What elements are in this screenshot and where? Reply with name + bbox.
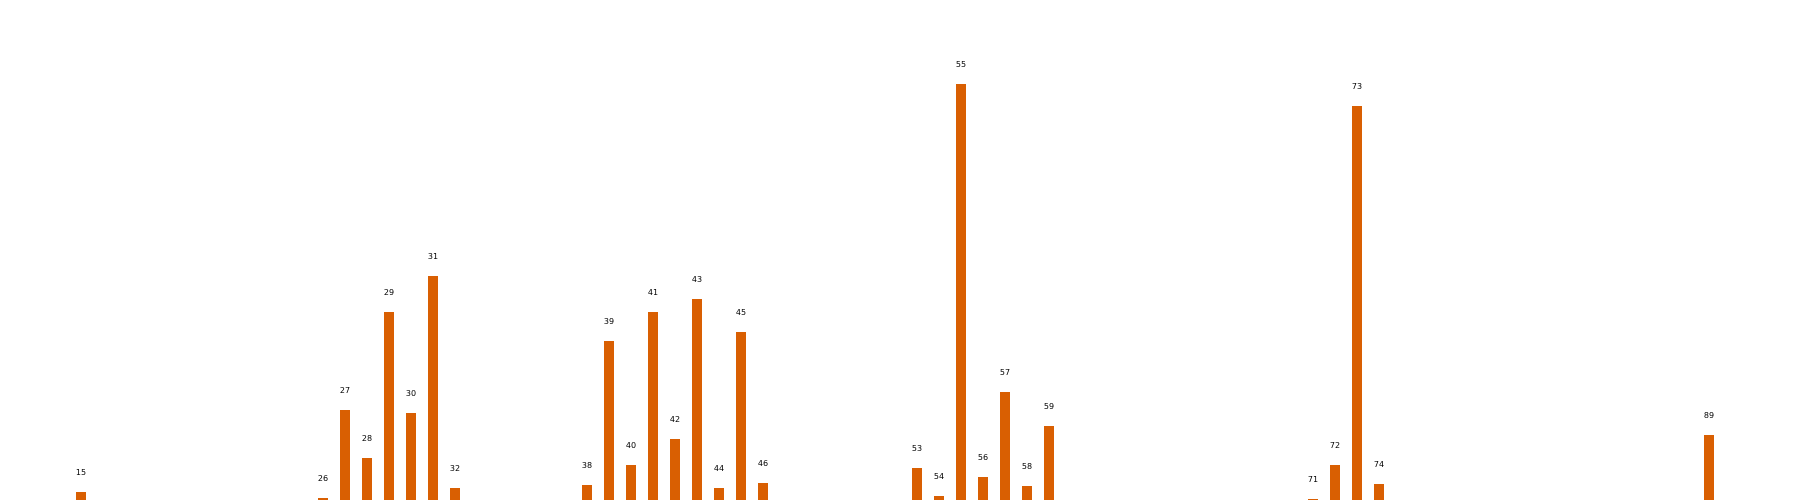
bars-group bbox=[76, 84, 1714, 500]
bar-28 bbox=[362, 458, 372, 500]
bar-label-26: 26 bbox=[318, 474, 328, 483]
bar-56 bbox=[978, 477, 988, 500]
bar-label-43: 43 bbox=[692, 275, 702, 284]
bar-label-28: 28 bbox=[362, 434, 372, 443]
bar-label-32: 32 bbox=[450, 464, 460, 473]
bar-53 bbox=[912, 468, 922, 500]
bar-label-74: 74 bbox=[1374, 460, 1384, 469]
bar-55 bbox=[956, 84, 966, 500]
bar-label-59: 59 bbox=[1044, 402, 1054, 411]
bar-label-46: 46 bbox=[758, 459, 768, 468]
bar-29 bbox=[384, 312, 394, 500]
bar-57 bbox=[1000, 392, 1010, 500]
bar-label-53: 53 bbox=[912, 444, 922, 453]
bar-label-44: 44 bbox=[714, 464, 724, 473]
bar-label-27: 27 bbox=[340, 386, 350, 395]
bar-label-89: 89 bbox=[1704, 411, 1714, 420]
bar-38 bbox=[582, 485, 592, 500]
bar-label-58: 58 bbox=[1022, 462, 1032, 471]
bar-label-54: 54 bbox=[934, 472, 944, 481]
bar-46 bbox=[758, 483, 768, 500]
bar-42 bbox=[670, 439, 680, 500]
bar-27 bbox=[340, 410, 350, 500]
bar-label-42: 42 bbox=[670, 415, 680, 424]
bar-26 bbox=[318, 498, 328, 500]
bar-label-41: 41 bbox=[648, 288, 658, 297]
bar-59 bbox=[1044, 426, 1054, 500]
labels-group: 15 26 27 28 29 30 31 32 38 39 40 41 42 43 44 45 46 53 54 55… bbox=[76, 60, 1714, 484]
bar-label-72: 72 bbox=[1330, 441, 1340, 450]
bar-89 bbox=[1704, 435, 1714, 500]
bar-label-15: 15 bbox=[76, 468, 86, 477]
bar-32 bbox=[450, 488, 460, 500]
bar-44 bbox=[714, 488, 724, 500]
bar-31 bbox=[428, 276, 438, 500]
bar-label-31: 31 bbox=[428, 252, 438, 261]
bar-40 bbox=[626, 465, 636, 500]
bar-label-30: 30 bbox=[406, 389, 416, 398]
bar-45 bbox=[736, 332, 746, 500]
bar-label-73: 73 bbox=[1352, 82, 1362, 91]
bar-label-71: 71 bbox=[1308, 475, 1318, 484]
bar-73 bbox=[1352, 106, 1362, 500]
bar-41 bbox=[648, 312, 658, 500]
bar-label-39: 39 bbox=[604, 317, 614, 326]
bar-30 bbox=[406, 413, 416, 500]
bar-72 bbox=[1330, 465, 1340, 500]
bar-74 bbox=[1374, 484, 1384, 500]
bar-15 bbox=[76, 492, 86, 500]
bar-label-56: 56 bbox=[978, 453, 988, 462]
bar-39 bbox=[604, 341, 614, 500]
bar-label-45: 45 bbox=[736, 308, 746, 317]
bar-54 bbox=[934, 496, 944, 500]
bar-label-40: 40 bbox=[626, 441, 636, 450]
bar-58 bbox=[1022, 486, 1032, 500]
bar-label-29: 29 bbox=[384, 288, 394, 297]
bar-label-55: 55 bbox=[956, 60, 966, 69]
bar-label-57: 57 bbox=[1000, 368, 1010, 377]
bar-43 bbox=[692, 299, 702, 500]
bar-label-38: 38 bbox=[582, 461, 592, 470]
